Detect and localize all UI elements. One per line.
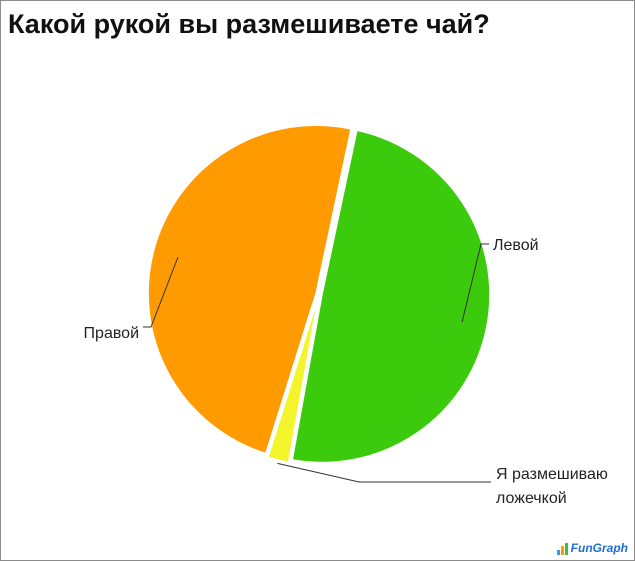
pie-slice-2	[267, 296, 320, 464]
pie-slice-1	[291, 129, 491, 464]
slice-label-3: Правой	[84, 325, 139, 342]
pie-slice-3	[147, 124, 352, 455]
leader-line-2	[277, 462, 491, 483]
leader-line-3	[143, 256, 179, 328]
bar-chart-icon	[556, 543, 569, 555]
chart-title: Какой рукой вы размешиваете чай?	[8, 9, 490, 39]
leader-line-1	[461, 243, 489, 323]
logo-text: FunGraph	[570, 541, 628, 555]
fungraph-logo: FunGraph	[556, 541, 628, 555]
slice-label-1: Левой	[493, 237, 539, 254]
slice-label-2: Я размешиваю ложечкой	[496, 466, 608, 507]
